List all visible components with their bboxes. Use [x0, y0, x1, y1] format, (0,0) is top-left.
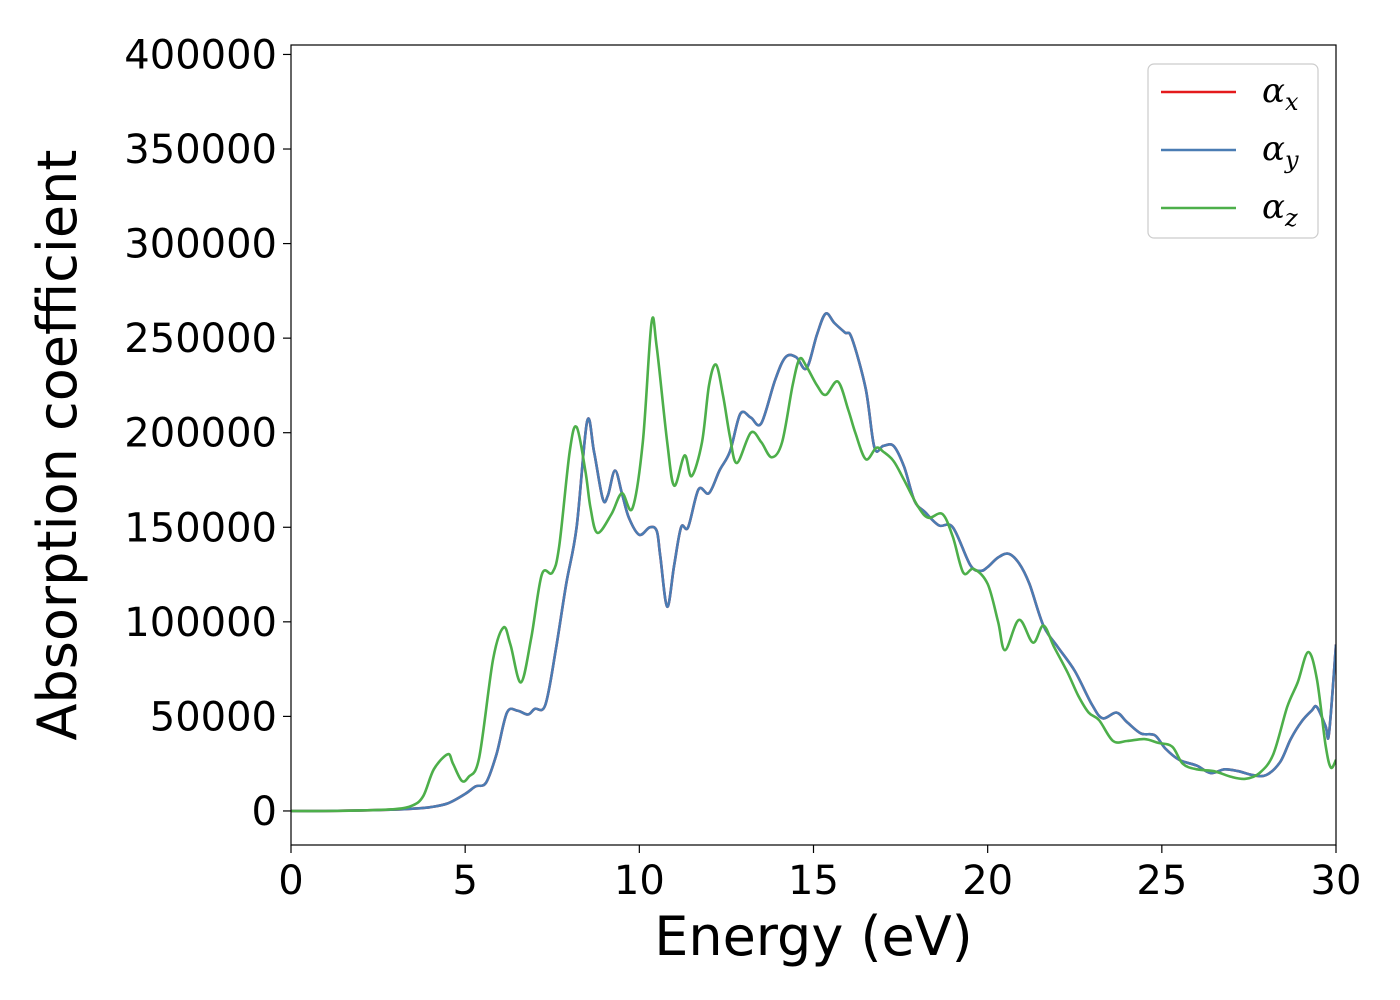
y-tick-label: 350000 [124, 127, 277, 173]
y-tick-label: 300000 [124, 222, 277, 268]
y-tick-label: 250000 [124, 316, 277, 362]
x-tick-label: 0 [278, 858, 303, 904]
axis-ticks: 0 5 10 15 20 25 30 0 50000 100000 150000 200000 2500… [124, 32, 1361, 904]
legend-subscript: z [1284, 204, 1298, 232]
legend-symbol: α [1262, 129, 1285, 169]
y-tick-label: 50000 [150, 694, 277, 740]
y-tick-label: 150000 [124, 505, 277, 551]
series-layer [291, 312, 1336, 813]
x-tick-label: 30 [1311, 858, 1362, 904]
x-tick-label: 15 [788, 858, 839, 904]
y-tick-label: 400000 [124, 32, 277, 78]
series-line-z [291, 316, 1336, 813]
x-tick-label: 25 [1136, 858, 1187, 904]
series-line-y [291, 312, 1336, 813]
x-axis-label: Energy (eV) [654, 905, 973, 968]
y-axis-label: Absorption coefficient [26, 150, 89, 741]
legend-subscript: y [1284, 146, 1299, 174]
x-tick-label: 10 [614, 858, 665, 904]
legend-entry-x: αx [1262, 71, 1299, 116]
x-tick-label: 20 [962, 858, 1013, 904]
legend-entry-y: αy [1262, 129, 1299, 174]
y-tick-label: 0 [252, 789, 277, 835]
legend-symbol: α [1262, 187, 1285, 227]
x-tick-label: 5 [452, 858, 477, 904]
y-tick-label: 200000 [124, 411, 277, 457]
y-tick-label: 100000 [124, 600, 277, 646]
legend-symbol: α [1262, 71, 1285, 111]
legend-entry-z: αz [1262, 187, 1298, 232]
legend-subscript: x [1285, 88, 1299, 116]
